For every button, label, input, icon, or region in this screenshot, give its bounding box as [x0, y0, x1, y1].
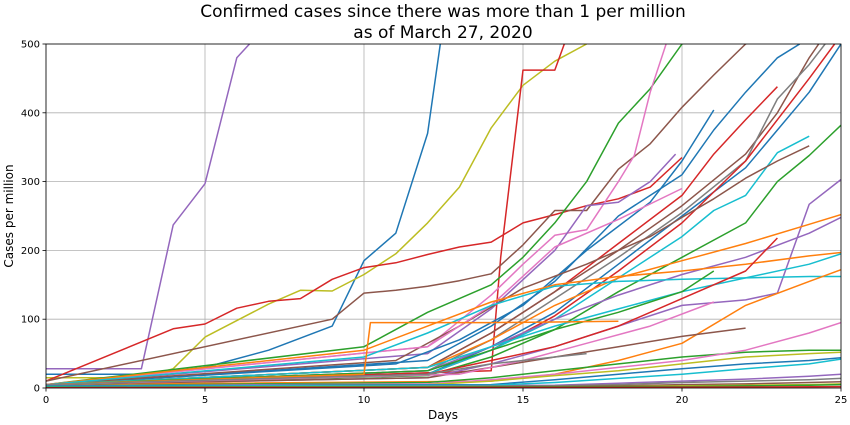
series-line-44: [46, 385, 841, 388]
y-tick-label: 400: [21, 108, 40, 119]
series-line-36: [46, 351, 841, 387]
y-tick-label: 100: [21, 315, 40, 326]
y-axis-label: Cases per million: [2, 164, 16, 267]
x-axis-label: Days: [428, 408, 458, 422]
series-line-17: [46, 135, 810, 386]
series-line-20: [46, 178, 841, 386]
series-line-13: [46, 44, 820, 386]
series-line-26: [46, 253, 841, 386]
series-line-34: [46, 349, 841, 387]
series-line-24: [46, 251, 841, 386]
series-line-3: [46, 44, 587, 379]
series-line-35: [46, 321, 841, 387]
series-line-37: [46, 356, 841, 387]
y-tick-label: 200: [21, 246, 40, 257]
series-line-12: [46, 86, 778, 386]
series-line-1: [46, 44, 251, 370]
y-tick-label: 500: [21, 40, 40, 51]
series-line-8: [46, 44, 667, 386]
y-tick-label: 0: [34, 384, 40, 395]
series-line-7: [46, 44, 684, 386]
plot-frame: [45, 43, 842, 389]
series-line-21: [46, 213, 841, 386]
y-tick-label: 300: [21, 177, 40, 188]
series-line-15: [46, 44, 841, 386]
series-group: [46, 44, 841, 388]
series-line-39: [46, 358, 841, 388]
x-tick-label: 25: [835, 395, 848, 406]
series-line-22: [46, 216, 841, 386]
series-line-19: [46, 145, 810, 386]
series-line-2: [46, 44, 442, 375]
series-line-25: [46, 275, 841, 386]
series-line-5: [46, 44, 566, 386]
series-line-9: [46, 153, 677, 386]
x-tick-label: 15: [517, 395, 530, 406]
x-tick-label: 5: [202, 395, 208, 406]
axis-ticks: 0 5 10 15 20 25 0 100 200 300 400 500: [21, 40, 847, 407]
series-line-28: [46, 270, 715, 386]
series-line-23: [46, 187, 683, 386]
series-line-11: [46, 44, 801, 386]
x-tick-label: 20: [676, 395, 689, 406]
series-line-14: [46, 44, 826, 386]
series-line-32: [46, 320, 619, 386]
series-line-16: [46, 44, 836, 386]
x-tick-label: 0: [43, 395, 49, 406]
x-tick-label: 10: [358, 395, 371, 406]
series-line-33: [46, 352, 587, 386]
series-line-6: [46, 44, 748, 382]
series-line-10: [46, 109, 715, 386]
chart-title: Confirmed cases since there was more tha…: [200, 2, 686, 22]
chart-subtitle: as of March 27, 2020: [353, 23, 532, 43]
